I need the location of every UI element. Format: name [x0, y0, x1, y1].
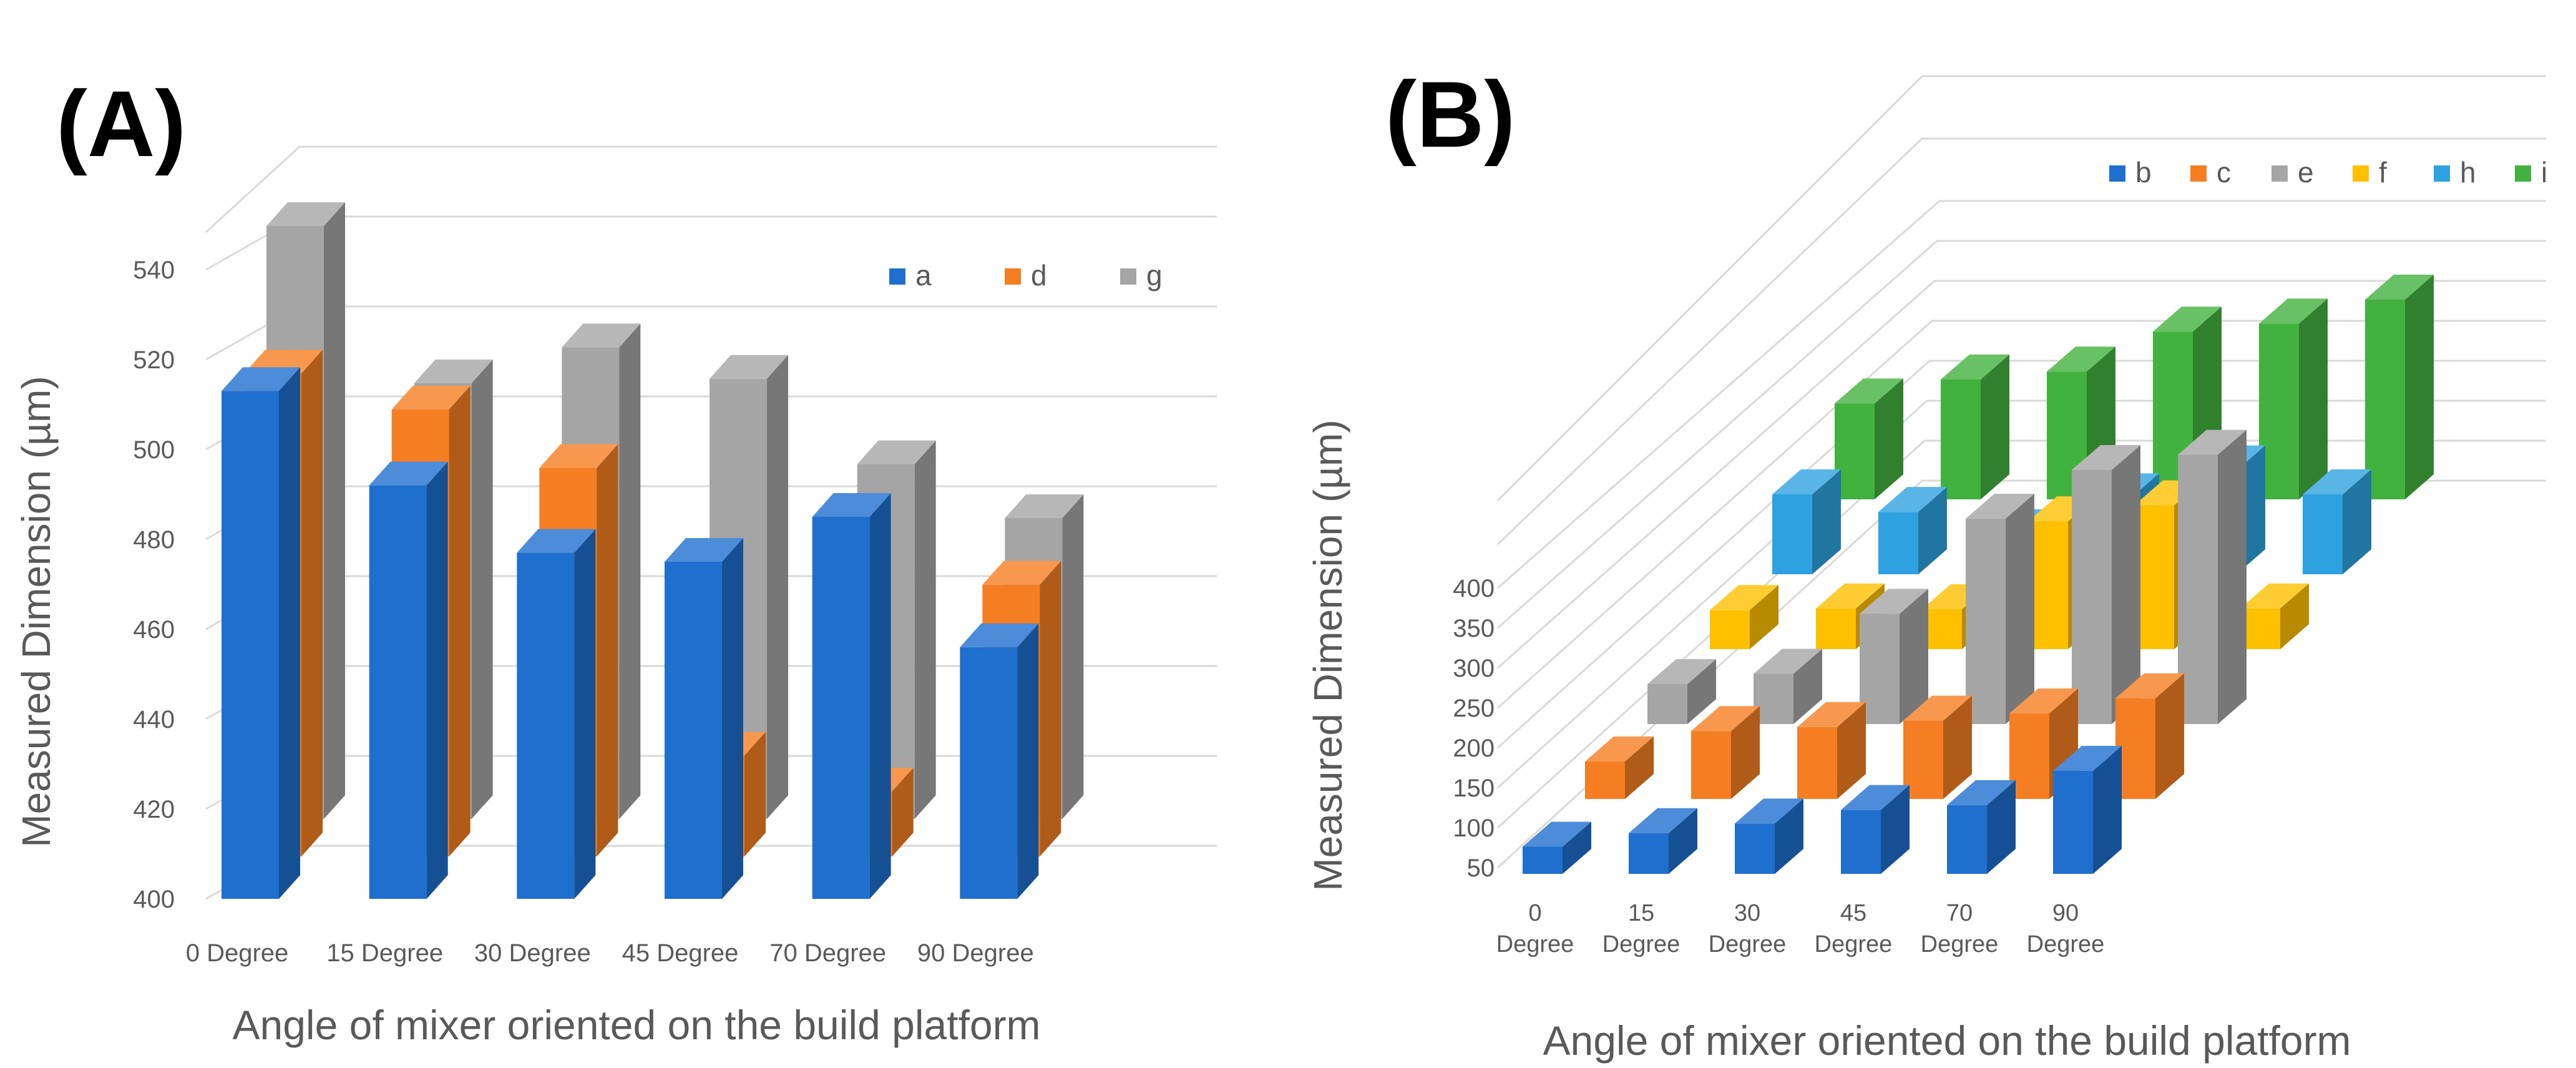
x-axis-label-b: Angle of mixer oriented on the build pla…: [1543, 1017, 2351, 1064]
y-tick-label-b: 200: [1453, 735, 1495, 762]
y-tick-label-a: 540: [133, 257, 175, 284]
bar-b-2: [1735, 798, 1803, 874]
bar-b-5: [2053, 745, 2122, 874]
y-tick-label-a: 420: [133, 796, 175, 823]
legend-label-a: g: [1146, 259, 1163, 291]
bar-e-1: [1754, 649, 1822, 724]
bar-i-5: [2365, 275, 2434, 499]
bar-i-4: [2259, 298, 2328, 499]
legend-swatch-a: [1120, 268, 1136, 285]
y-axis-label-b: Measured Dimension (µm): [1305, 419, 1350, 891]
legend-label-a: a: [915, 259, 932, 291]
bar-h-5: [2303, 469, 2371, 574]
bar-c-2: [1797, 702, 1866, 799]
legend-swatch-b: [2434, 165, 2450, 182]
legend-label-b: b: [2135, 156, 2152, 189]
bar-h-1: [1878, 487, 1947, 574]
gridlines-b: [1496, 75, 2546, 869]
bar-c-3: [1903, 695, 1972, 799]
y-tick-label-a: 440: [133, 706, 175, 733]
bar-a-5: [960, 623, 1039, 899]
y-tick-label-b: 150: [1453, 775, 1495, 802]
legend-label-b: h: [2460, 156, 2476, 189]
x-tick-label-a: 15 Degree: [326, 939, 443, 967]
bar-a-1: [369, 461, 448, 899]
bar-f-0: [1710, 585, 1778, 649]
legend-swatch-b: [2353, 165, 2369, 182]
x-tick-label-a: 0 Degree: [186, 939, 289, 967]
y-tick-label-a: 400: [133, 886, 175, 913]
bar-c-1: [1691, 706, 1760, 799]
bar-i-1: [1941, 355, 2009, 499]
bar-b-3: [1841, 785, 1910, 874]
x-tick-label-b: 0 Degree: [1496, 900, 1574, 958]
x-tick-label-b: 15 Degree: [1603, 900, 1681, 958]
x-tick-label-a: 90 Degree: [917, 939, 1034, 967]
y-axis-label-a: Measured Dimension (µm): [14, 376, 59, 847]
y-tick-label-b: 400: [1453, 575, 1495, 602]
panel-label-a: (A): [56, 71, 186, 176]
legend-label-b: i: [2541, 156, 2547, 189]
bar-c-0: [1585, 736, 1654, 799]
x-tick-label-b: 30 Degree: [1709, 900, 1787, 958]
y-tick-label-a: 520: [133, 346, 175, 374]
bar-e-3: [1966, 494, 2034, 724]
y-tick-label-a: 460: [133, 616, 175, 644]
y-tick-label-b: 300: [1453, 655, 1495, 682]
y-tick-label-b: 350: [1453, 615, 1495, 642]
bar-i-0: [1835, 378, 1903, 499]
y-tick-label-a: 480: [133, 526, 175, 554]
x-axis-label-a: Angle of mixer oriented on the build pla…: [232, 1002, 1040, 1048]
bar-a-2: [517, 529, 596, 899]
y-tick-label-b: 100: [1453, 815, 1495, 842]
bar-e-0: [1647, 659, 1716, 724]
legend-label-b: e: [2298, 156, 2314, 189]
legend-swatch-b: [2109, 165, 2125, 182]
legend-label-b: c: [2217, 156, 2231, 189]
bar-e-2: [1860, 589, 1928, 724]
x-tick-label-a: 70 Degree: [769, 939, 886, 967]
bar-h-0: [1772, 469, 1841, 574]
bar-e-5: [2178, 429, 2247, 724]
bar-a-3: [665, 538, 743, 899]
chart-b: (B) 50 100 150 200 250 300 350 400 Measured Dimen…: [1305, 62, 2547, 1064]
panel-label-b: (B): [1385, 62, 1515, 167]
legend-label-b: f: [2379, 156, 2387, 189]
legend-swatch-b: [2190, 165, 2207, 182]
x-tick-label-a: 30 Degree: [474, 939, 591, 967]
y-tick-label-a: 500: [133, 436, 175, 464]
bar-c-5: [2115, 673, 2184, 799]
bar-a-0: [222, 367, 300, 899]
bar-e-4: [2072, 444, 2140, 724]
chart-a: (A) 400 420 440 460 480 500 520 540 Measured Dime…: [14, 71, 1217, 1048]
bar-b-1: [1629, 808, 1697, 874]
bar-b-4: [1947, 780, 2016, 874]
bar-a-4: [812, 493, 891, 899]
y-tick-label-b: 50: [1467, 855, 1495, 882]
x-tick-label-b: 90 Degree: [2027, 900, 2105, 958]
x-tick-label-a: 45 Degree: [622, 939, 739, 967]
bar-f-5: [2240, 583, 2309, 649]
legend-swatch-b: [2515, 165, 2531, 182]
legend-swatch-a: [889, 268, 905, 285]
legend-label-a: d: [1031, 259, 1047, 291]
x-tick-label-b: 45 Degree: [1815, 900, 1893, 958]
legend-swatch-a: [1005, 268, 1021, 285]
legend-swatch-b: [2271, 165, 2288, 182]
y-tick-label-b: 250: [1453, 695, 1495, 722]
bar-b-0: [1523, 821, 1591, 874]
x-tick-label-b: 70 Degree: [1921, 900, 1999, 958]
